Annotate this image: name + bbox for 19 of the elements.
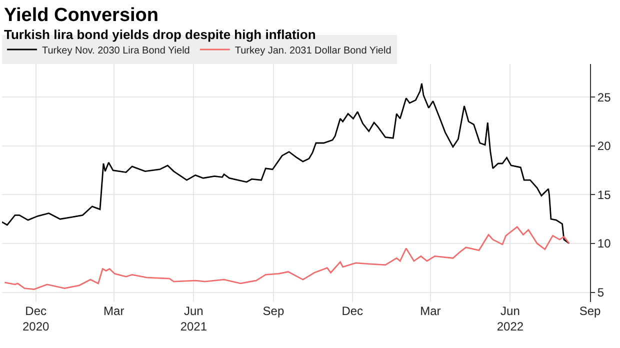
chart-title: Yield Conversion (4, 5, 158, 26)
x-tick-label: Mar (104, 304, 124, 318)
y-tick-label: 15 (597, 188, 612, 202)
x-tick-label: Dec 2020 (22, 304, 50, 334)
legend-label: Turkey Jan. 2031 Dollar Bond Yield (234, 45, 392, 56)
y-tick-label: 5 (597, 285, 604, 300)
x-tick-label: Sep (579, 304, 601, 318)
y-tick-label: 10 (597, 236, 612, 251)
chart-subtitle: Turkish lira bond yields drop despite high inflation (4, 27, 316, 42)
legend-label: Turkey Nov. 2030 Lira Bond Yield (42, 45, 190, 56)
x-tick-label: Sep (262, 304, 284, 318)
y-tick-label: 25 (597, 90, 612, 104)
line-series (4, 226, 570, 290)
line-series (2, 82, 570, 244)
x-tick-label: Mar (420, 304, 441, 318)
x-tick-label: Dec (342, 304, 364, 318)
x-tick-label: Jun 2022 (496, 304, 524, 334)
x-tick-label: Jun 2021 (180, 304, 208, 334)
y-tick-label: 20 (597, 139, 612, 154)
